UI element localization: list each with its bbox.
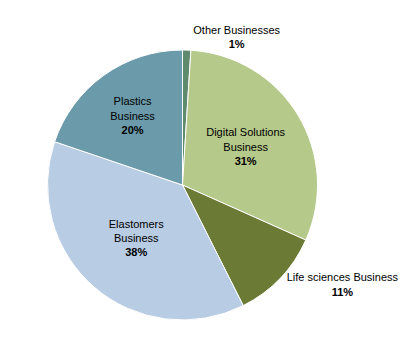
svg-text:Other Businesses1%: Other Businesses1% — [193, 24, 280, 50]
svg-text:Life sciences Business11%: Life sciences Business11% — [287, 271, 399, 297]
svg-text:PlasticsBusiness20%: PlasticsBusiness20% — [110, 95, 155, 136]
svg-text:Digital SolutionsBusiness31%: Digital SolutionsBusiness31% — [206, 126, 285, 167]
svg-text:ElastomersBusiness38%: ElastomersBusiness38% — [109, 218, 165, 259]
